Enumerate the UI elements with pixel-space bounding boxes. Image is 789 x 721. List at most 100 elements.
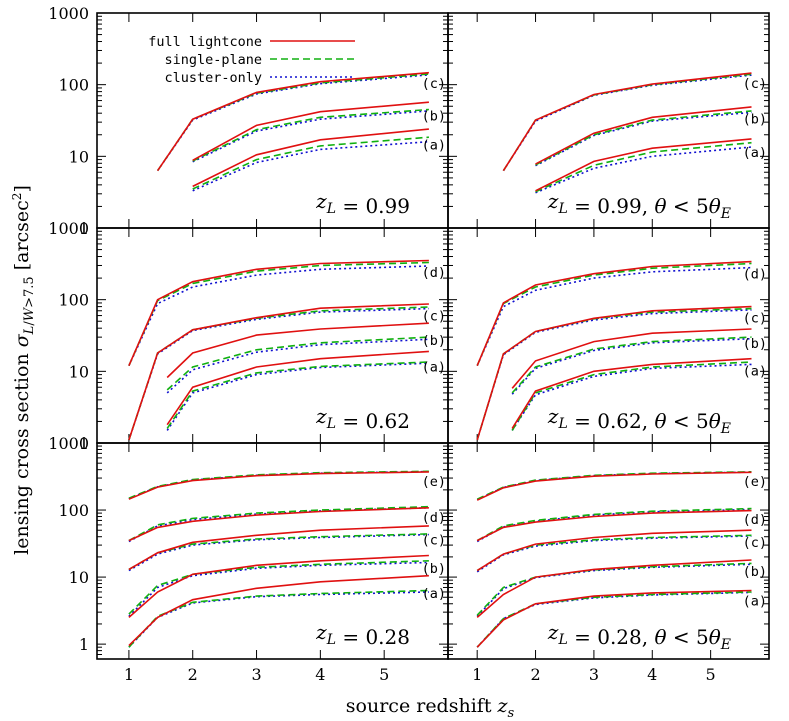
full-lightcone-line bbox=[476, 509, 752, 542]
single-plane-line bbox=[476, 562, 752, 616]
legend-entry-label: full lightcone bbox=[148, 34, 262, 50]
curve-e: (e) bbox=[476, 471, 767, 501]
full-lightcone-line bbox=[476, 559, 752, 619]
x-tick-label: 4 bbox=[647, 665, 657, 684]
curve-label: (c) bbox=[422, 76, 446, 92]
single-plane-line bbox=[128, 560, 429, 615]
curve-c: (c) bbox=[128, 303, 446, 441]
curve-label: (e) bbox=[743, 474, 767, 490]
full-lightcone-line bbox=[128, 507, 429, 542]
curve-label: (b) bbox=[422, 109, 446, 125]
full-lightcone-line bbox=[128, 303, 429, 441]
curve-label: (a) bbox=[743, 364, 767, 380]
cluster-only-line bbox=[535, 146, 752, 194]
curve-label: (c) bbox=[743, 535, 767, 551]
curve-label: (d) bbox=[743, 267, 767, 283]
y-tick-label: 10 bbox=[69, 147, 89, 166]
panel-label: zL = 0.62, θ < 5θE bbox=[547, 404, 731, 437]
full-lightcone-line bbox=[476, 589, 752, 648]
curve-d: (d) bbox=[128, 505, 446, 543]
full-lightcone-line bbox=[128, 574, 429, 647]
curve-label: (a) bbox=[743, 145, 767, 161]
legend-entry-label: cluster-only bbox=[164, 70, 262, 86]
curve-label: (b) bbox=[422, 333, 446, 349]
x-tick-label: 3 bbox=[589, 665, 599, 684]
curve-label: (b) bbox=[743, 112, 767, 128]
curve-b: (b) bbox=[166, 322, 446, 394]
full-lightcone-line bbox=[166, 322, 429, 379]
y-tick-label: 100 bbox=[58, 76, 89, 95]
cluster-only-line bbox=[535, 111, 752, 167]
cluster-only-line bbox=[476, 563, 752, 617]
curve-a: (a) bbox=[476, 589, 767, 648]
curve-label: (b) bbox=[422, 561, 446, 577]
curve-d: (d) bbox=[476, 507, 767, 543]
single-plane-line bbox=[511, 361, 752, 431]
curve-c: (c) bbox=[476, 529, 767, 573]
cluster-only-line bbox=[511, 363, 752, 431]
full-lightcone-line bbox=[502, 72, 752, 172]
single-plane-line bbox=[156, 73, 429, 172]
legend-entry-label: single-plane bbox=[164, 52, 262, 68]
panel-2: (a) (b) (c) zL = 0.99, θ < 5θE bbox=[447, 12, 770, 229]
full-lightcone-line bbox=[192, 128, 429, 188]
cluster-only-line bbox=[192, 140, 429, 192]
curve-label: (d) bbox=[422, 510, 446, 526]
curve-c: (c) bbox=[156, 71, 446, 172]
curve-d: (d) bbox=[476, 260, 767, 367]
cluster-only-line bbox=[166, 338, 429, 394]
single-plane-line bbox=[192, 136, 429, 190]
panels-group: 1 10 100 1000 (a) (b) (c) zL = 0.99 full lightco… bbox=[48, 4, 770, 684]
y-tick-label: 10 bbox=[69, 568, 89, 587]
x-tick-label: 2 bbox=[530, 665, 540, 684]
curve-label: (a) bbox=[743, 593, 767, 609]
panel-3: 1 10 100 1000 (a) (b) (c) (d) zL = 0.62 bbox=[48, 219, 449, 453]
panel-label: zL = 0.99 bbox=[315, 189, 410, 218]
panel-1: 1 10 100 1000 (a) (b) (c) zL = 0.99 full lightco… bbox=[48, 4, 449, 238]
cluster-only-line bbox=[192, 110, 429, 163]
curve-label: (b) bbox=[743, 564, 767, 580]
curve-label: (e) bbox=[422, 474, 446, 490]
curve-a: (a) bbox=[535, 138, 767, 194]
curve-b: (b) bbox=[511, 328, 767, 395]
y-tick-label: 1000 bbox=[48, 434, 89, 453]
x-tick-label: 4 bbox=[315, 665, 325, 684]
full-lightcone-line bbox=[511, 328, 752, 389]
x-tick-label: 3 bbox=[251, 665, 261, 684]
curve-a: (a) bbox=[511, 357, 767, 431]
panel-6: 1 2 3 4 5 (a) (b) (c) (d) (e) zL = 0.28, θ < 5θE bbox=[447, 442, 770, 684]
x-tick-label: 2 bbox=[188, 665, 198, 684]
full-lightcone-line bbox=[156, 71, 429, 172]
y-tick-label: 1 bbox=[79, 219, 89, 238]
cluster-only-line bbox=[128, 507, 429, 543]
panel-label: zL = 0.62 bbox=[315, 404, 410, 433]
single-plane-line bbox=[192, 108, 429, 162]
y-tick-label: 100 bbox=[58, 501, 89, 520]
curve-b: (b) bbox=[535, 106, 767, 167]
curve-label: (a) bbox=[422, 586, 446, 602]
y-tick-label: 1 bbox=[79, 635, 89, 654]
full-lightcone-line bbox=[166, 350, 429, 426]
x-axis-title: source redshift zs bbox=[346, 695, 515, 721]
curve-label: (a) bbox=[422, 359, 446, 375]
full-lightcone-line bbox=[511, 357, 752, 429]
curve-label: (d) bbox=[422, 265, 446, 281]
curve-label: (c) bbox=[743, 310, 767, 326]
y-tick-label: 1 bbox=[79, 434, 89, 453]
cluster-only-line bbox=[511, 337, 752, 395]
single-plane-line bbox=[535, 141, 752, 193]
panel-label: zL = 0.28, θ < 5θE bbox=[547, 620, 731, 653]
curve-b: (b) bbox=[476, 559, 767, 619]
x-tick-label: 5 bbox=[379, 665, 389, 684]
y-tick-label: 10 bbox=[69, 362, 89, 381]
single-plane-line bbox=[128, 505, 429, 542]
curve-a: (a) bbox=[192, 128, 446, 192]
full-lightcone-line bbox=[476, 305, 752, 441]
curve-e: (e) bbox=[128, 470, 446, 500]
x-tick-label: 1 bbox=[472, 665, 482, 684]
full-lightcone-line bbox=[128, 554, 429, 618]
curve-label: (d) bbox=[743, 512, 767, 528]
full-lightcone-line bbox=[476, 471, 752, 501]
legend: full lightcone single-plane cluster-only bbox=[148, 34, 355, 86]
